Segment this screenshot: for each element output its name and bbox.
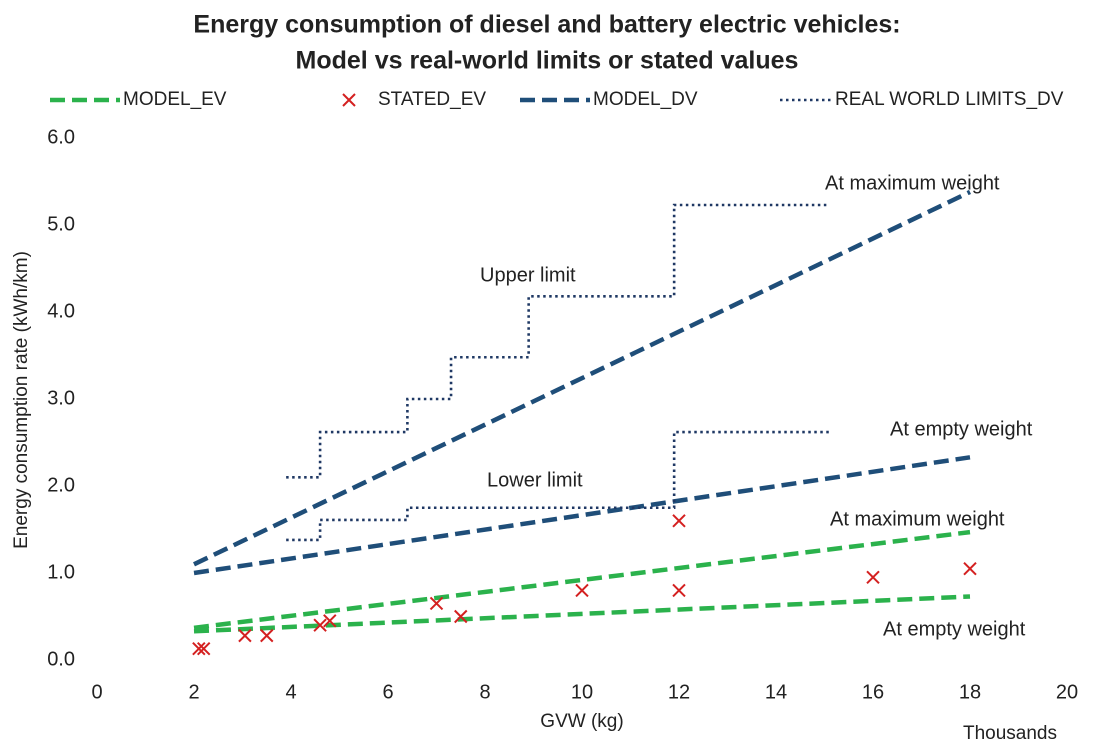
- marker: [672, 514, 686, 528]
- annotation: At empty weight: [883, 618, 1026, 640]
- legend-label: MODEL_DV: [593, 89, 698, 110]
- x-axis-label: GVW (kg): [540, 711, 623, 732]
- x-tick-label: 10: [571, 681, 593, 703]
- y-tick-label: 6.0: [47, 126, 75, 148]
- marker: [323, 614, 337, 628]
- y-tick-label: 1.0: [47, 561, 75, 583]
- x-unit-label: Thousands: [963, 723, 1057, 744]
- marker: [963, 561, 977, 576]
- annotation: Upper limit: [480, 264, 576, 286]
- line: [286, 203, 830, 542]
- x-tick-label: 12: [668, 681, 690, 703]
- marker: [454, 609, 468, 624]
- marker: [429, 596, 444, 611]
- x-tick-label: 6: [382, 681, 393, 703]
- y-tick-label: 3.0: [47, 387, 75, 409]
- legend-label: STATED_EV: [378, 89, 486, 110]
- y-tick-label: 5.0: [47, 213, 75, 235]
- x-tick-label: 0: [91, 681, 102, 703]
- y-tick-label: 4.0: [47, 300, 75, 322]
- marker: [672, 583, 686, 598]
- annotation: At maximum weight: [830, 508, 1005, 530]
- legend-marker: [342, 93, 356, 107]
- x-tick-label: 20: [1056, 681, 1078, 703]
- x-tick-label: 4: [285, 681, 296, 703]
- annotation: At maximum weight: [825, 172, 1000, 194]
- x-tick-label: 16: [862, 681, 884, 703]
- y-axis-label: Energy consumption rate (kWh/km): [11, 251, 32, 549]
- chart-title: Energy consumption of diesel and battery…: [193, 11, 900, 39]
- marker: [313, 618, 327, 632]
- marker: [238, 628, 252, 643]
- legend-label: MODEL_EV: [123, 89, 227, 110]
- annotation: Lower limit: [487, 469, 583, 491]
- annotation: At empty weight: [890, 418, 1033, 440]
- y-tick-label: 0.0: [47, 648, 75, 670]
- x-tick-label: 2: [188, 681, 199, 703]
- x-tick-label: 14: [765, 681, 787, 703]
- marker: [260, 628, 274, 643]
- marker: [866, 570, 880, 585]
- chart-title: Model vs real-world limits or stated val…: [296, 47, 799, 75]
- legend-label: REAL WORLD LIMITS_DV: [835, 89, 1064, 110]
- marker: [192, 641, 206, 656]
- line: [193, 189, 971, 576]
- marker: [196, 641, 211, 656]
- y-tick-label: 2.0: [47, 474, 75, 496]
- line: [193, 529, 971, 634]
- x-tick-label: 8: [479, 681, 490, 703]
- x-tick-label: 18: [959, 681, 981, 703]
- marker: [575, 583, 589, 598]
